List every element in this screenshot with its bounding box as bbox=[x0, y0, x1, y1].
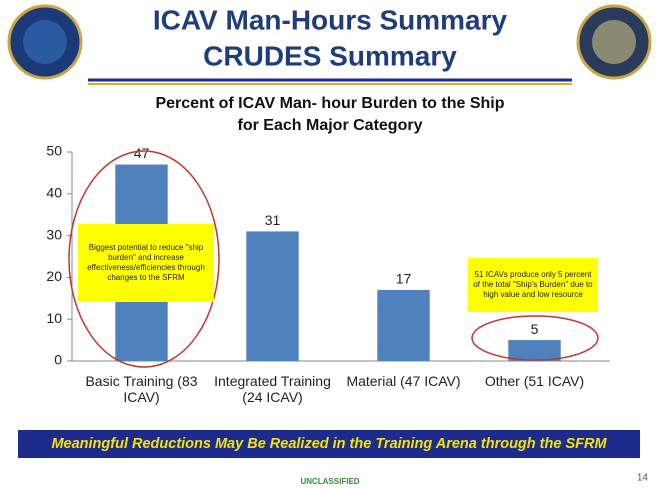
y-tick-label: 30 bbox=[46, 226, 62, 242]
value-label: 17 bbox=[396, 271, 412, 287]
annotation: Biggest potential to reduce "ship burden… bbox=[78, 224, 214, 302]
annotation: 51 ICAVs produce only 5 percent of the t… bbox=[468, 258, 598, 312]
classification: UNCLASSIFIED bbox=[300, 477, 359, 486]
slide-title: ICAV Man-Hours Summary bbox=[153, 4, 508, 35]
chart-title: for Each Major Category bbox=[238, 117, 423, 134]
left-logo-inner bbox=[23, 20, 67, 64]
chart-title: Percent of ICAV Man- hour Burden to the … bbox=[155, 95, 504, 112]
x-tick-label: Material (47 ICAV) bbox=[346, 373, 461, 389]
banner: Meaningful Reductions May Be Realized in… bbox=[18, 430, 640, 458]
slide-subtitle: CRUDES Summary bbox=[203, 40, 457, 71]
bar bbox=[508, 340, 561, 361]
highlight-ellipse bbox=[68, 150, 220, 368]
y-tick-label: 50 bbox=[46, 143, 62, 159]
x-tick-label: Integrated Training (24 ICAV) bbox=[214, 373, 331, 405]
y-tick-label: 20 bbox=[46, 268, 62, 284]
right-logo-inner bbox=[592, 20, 636, 64]
bar bbox=[246, 231, 299, 361]
page-number: 14 bbox=[637, 473, 649, 484]
x-tick-label: Other (51 ICAV) bbox=[484, 373, 585, 389]
value-label: 5 bbox=[531, 321, 539, 337]
bar bbox=[377, 289, 430, 361]
y-tick-label: 10 bbox=[46, 310, 62, 326]
y-tick-label: 0 bbox=[54, 352, 62, 368]
highlight-ellipse bbox=[471, 315, 599, 361]
value-label: 47 bbox=[134, 145, 150, 161]
y-tick-label: 40 bbox=[46, 185, 62, 201]
value-label: 31 bbox=[265, 212, 281, 228]
x-tick-label: Basic Training (83 ICAV) bbox=[85, 373, 198, 405]
